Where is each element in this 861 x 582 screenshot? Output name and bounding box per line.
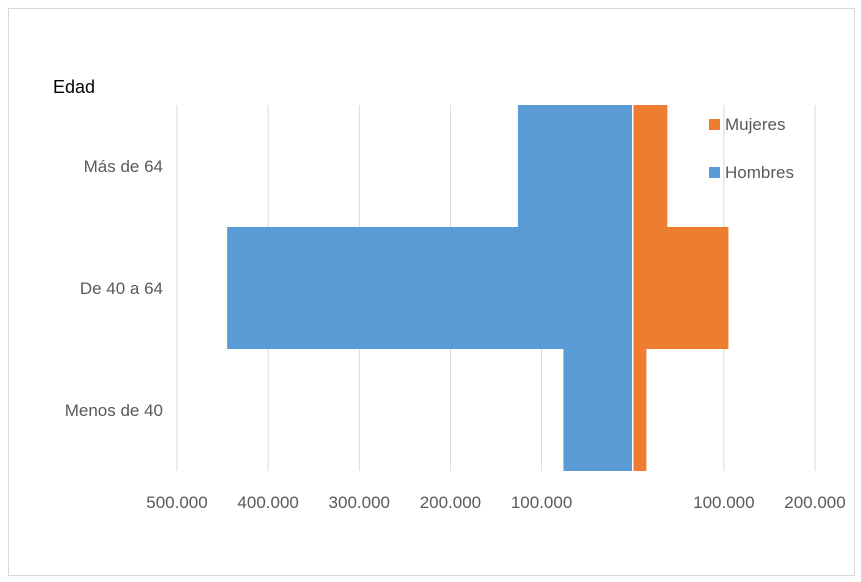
x-tick-label-1: 400.000 <box>237 493 298 512</box>
y-category-label-1: De 40 a 64 <box>80 279 163 298</box>
x-tick-label-5: 100.000 <box>693 493 754 512</box>
bar-hombres-2 <box>517 105 633 227</box>
y-category-label-0: Menos de 40 <box>65 401 163 420</box>
legend-label-hombres: Hombres <box>725 163 794 182</box>
legend-swatch-hombres <box>709 167 720 178</box>
bar-mujeres-2 <box>632 105 668 227</box>
bars <box>227 105 729 471</box>
y-axis-title: Edad <box>53 77 95 97</box>
x-axis-ticks: 500.000 400.000 300.000 200.000 100.000 100.0… <box>146 493 845 512</box>
y-category-label-2: Más de 64 <box>84 157 163 176</box>
bar-hombres-1 <box>227 227 633 349</box>
legend-swatch-mujeres <box>709 119 720 130</box>
x-tick-label-6: 200.000 <box>784 493 845 512</box>
bar-hombres-0 <box>563 349 633 471</box>
x-tick-label-0: 500.000 <box>146 493 207 512</box>
bar-mujeres-0 <box>632 349 647 471</box>
legend: Mujeres Hombres <box>709 115 794 182</box>
x-tick-label-3: 200.000 <box>420 493 481 512</box>
x-tick-label-2: 300.000 <box>329 493 390 512</box>
legend-label-mujeres: Mujeres <box>725 115 785 134</box>
bar-mujeres-1 <box>632 227 729 349</box>
x-tick-label-4: 100.000 <box>511 493 572 512</box>
y-axis-categories: Menos de 40 De 40 a 64 Más de 64 <box>65 157 163 420</box>
